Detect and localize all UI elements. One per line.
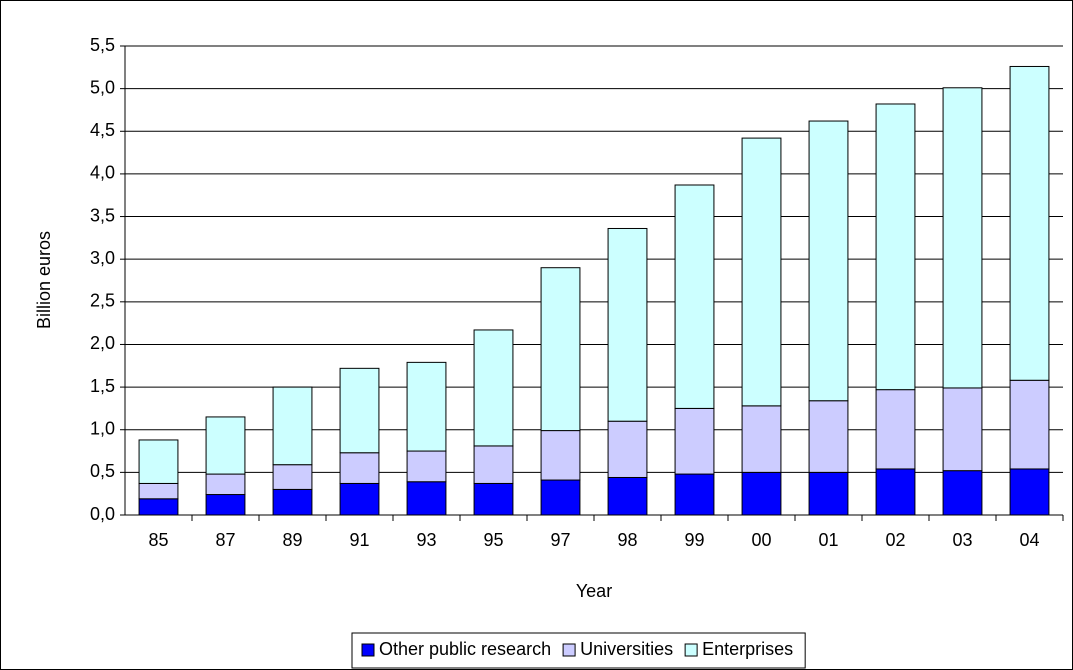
legend-swatch bbox=[361, 643, 375, 657]
x-tick-label: 99 bbox=[684, 530, 704, 550]
bar-segment bbox=[540, 430, 581, 481]
legend-label: Universities bbox=[580, 639, 673, 659]
y-tick-label: 0,0 bbox=[90, 504, 115, 524]
y-tick-label: 2,0 bbox=[90, 333, 115, 353]
legend-swatch bbox=[562, 643, 576, 657]
bar-segment bbox=[138, 439, 179, 484]
bar-segment bbox=[272, 488, 313, 516]
bar-segment bbox=[473, 482, 514, 516]
bar-segment bbox=[741, 405, 782, 473]
legend-label: Enterprises bbox=[702, 639, 793, 659]
bar-segment bbox=[808, 400, 849, 473]
y-tick-label: 4,5 bbox=[90, 120, 115, 140]
bar-segment bbox=[406, 481, 447, 516]
bar-segment bbox=[875, 468, 916, 516]
x-tick-label: 85 bbox=[148, 530, 168, 550]
legend-label: Other public research bbox=[379, 639, 551, 659]
bar-segment bbox=[942, 87, 983, 389]
y-tick-label: 4,0 bbox=[90, 163, 115, 183]
bar-segment bbox=[406, 450, 447, 483]
x-tick-label: 89 bbox=[282, 530, 302, 550]
x-tick-label: 95 bbox=[483, 530, 503, 550]
bar-segment bbox=[406, 361, 447, 452]
y-tick-label: 1,0 bbox=[90, 418, 115, 438]
y-axis-label: Billion euros bbox=[34, 231, 54, 329]
y-tick-label: 5,5 bbox=[90, 35, 115, 55]
x-tick-label: 02 bbox=[885, 530, 905, 550]
bar-segment bbox=[205, 473, 246, 496]
bar-segment bbox=[272, 464, 313, 490]
y-tick-label: 5,0 bbox=[90, 77, 115, 97]
bar-segment bbox=[674, 184, 715, 409]
bar-segment bbox=[540, 479, 581, 516]
y-tick-label: 3,0 bbox=[90, 248, 115, 268]
bar-segment bbox=[339, 367, 380, 454]
bar-segment bbox=[741, 471, 782, 516]
bar-segment bbox=[473, 445, 514, 484]
bar-segment bbox=[607, 227, 648, 422]
bar-segment bbox=[138, 498, 179, 516]
bar-segment bbox=[674, 407, 715, 475]
x-tick-label: 97 bbox=[550, 530, 570, 550]
y-tick-label: 3,5 bbox=[90, 205, 115, 225]
bar-segment bbox=[1009, 468, 1050, 516]
x-tick-label: 04 bbox=[1019, 530, 1039, 550]
bar-segment bbox=[1009, 379, 1050, 470]
bar-segment bbox=[875, 389, 916, 470]
bar-segment bbox=[607, 420, 648, 478]
bar-segment bbox=[272, 386, 313, 466]
bar-segment bbox=[205, 494, 246, 516]
legend-swatch bbox=[684, 643, 698, 657]
x-axis-label: Year bbox=[576, 581, 612, 601]
x-tick-label: 98 bbox=[617, 530, 637, 550]
bar-segment bbox=[875, 103, 916, 391]
bar-segment bbox=[339, 452, 380, 484]
x-tick-label: 01 bbox=[818, 530, 838, 550]
bar-segment bbox=[741, 137, 782, 407]
x-tick-label: 91 bbox=[349, 530, 369, 550]
bar-segment bbox=[942, 387, 983, 472]
y-tick-label: 0,5 bbox=[90, 461, 115, 481]
bar-segment bbox=[339, 482, 380, 516]
bar-segment bbox=[540, 267, 581, 432]
bar-segment bbox=[808, 471, 849, 516]
bar-segment bbox=[1009, 65, 1050, 381]
x-tick-label: 87 bbox=[215, 530, 235, 550]
x-tick-label: 03 bbox=[952, 530, 972, 550]
bar-segment bbox=[942, 470, 983, 516]
bar-segment bbox=[473, 329, 514, 447]
x-tick-label: 93 bbox=[416, 530, 436, 550]
bar-segment bbox=[138, 482, 179, 500]
bar-segment bbox=[674, 473, 715, 516]
y-tick-label: 2,5 bbox=[90, 291, 115, 311]
legend-box bbox=[351, 632, 806, 669]
bar-segment bbox=[607, 476, 648, 516]
bar-segment bbox=[808, 120, 849, 402]
x-tick-label: 00 bbox=[751, 530, 771, 550]
y-tick-label: 1,5 bbox=[90, 376, 115, 396]
bar-segment bbox=[205, 416, 246, 475]
